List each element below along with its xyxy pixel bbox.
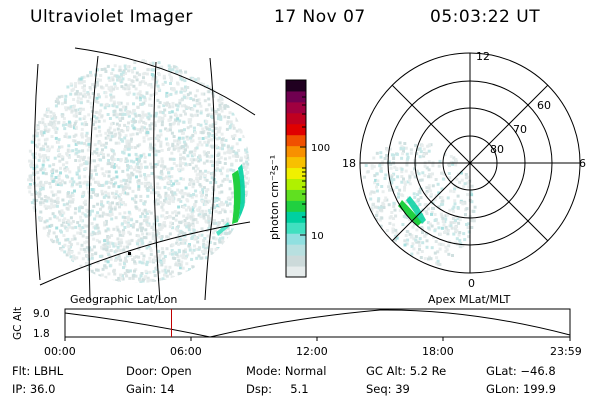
colorbar-cell [286,200,306,212]
ip-value: IP: 36.0 [12,382,56,396]
gain-value: Gain: 14 [126,382,175,396]
glon-value: GLon: 199.9 [486,382,556,396]
colorbar-cell [286,167,306,179]
colorbar-cell [286,233,306,245]
observation-date: 17 Nov 07 [274,7,366,27]
altitude-x-ticks [64,337,571,341]
xtick-0600: 06:00 [170,345,202,358]
door-status: Door: Open [126,364,192,378]
colorbar-cell [286,90,306,103]
altitude-ylabel: GC Alt [12,307,24,340]
xtick-2359: 23:59 [550,345,582,358]
polar-grid [359,52,581,274]
polar-auroral-spot [398,200,422,226]
colorbar-cell [286,145,306,158]
observation-time: 05:03:22 UT [430,7,541,27]
colorbar-cell [286,112,306,125]
colorbar-tick-100: 100 [311,143,330,154]
xtick-1200: 12:00 [296,345,328,358]
colorbar-cell [286,80,306,92]
mlt-label-0: 0 [468,277,475,290]
altitude-curve [64,309,571,338]
mlt-label-12: 12 [476,50,490,63]
auroral-arc [232,170,241,224]
colorbar-cell [286,255,306,267]
mlat-label-70: 70 [513,123,527,136]
mlat-label-80: 80 [490,143,504,156]
instrument-title: Ultraviolet Imager [30,7,193,27]
colorbar-cell [286,134,306,147]
colorbar-cell [286,244,306,256]
colorbar-cell [286,222,306,234]
colorbar-tick-10: 10 [311,231,324,242]
colorbar-label: photon cm⁻²s⁻¹ [268,155,281,240]
mlat-label-60: 60 [537,99,551,112]
colorbar-cell [286,211,306,223]
geo-grid-lines [33,47,256,300]
geographic-image [27,47,256,300]
glat-value: GLat: −46.8 [486,364,556,378]
colorbar-cell [286,189,306,201]
gc-alt-value: GC Alt: 5.2 Re [366,364,447,378]
filter-value: Flt: LBHL [12,364,64,378]
dsp-value: Dsp: 5.1 [246,382,309,396]
colorbar-cell [286,123,306,136]
altitude-ytick-min: 1.8 [33,328,50,340]
colorbar-cell [286,156,306,169]
colorbar: 100 10 photon cm⁻²s⁻¹ [268,79,330,278]
altitude-plot-frame [64,308,571,338]
colorbar-ticks [300,96,306,236]
polar-plot: 12 18 6 0 60 70 80 [342,50,586,290]
colorbar-cell [286,266,306,278]
polar-speckle-field [363,141,477,266]
apex-map-label: Apex MLat/MLT [428,293,511,306]
xtick-0000: 00:00 [44,345,76,358]
station-marker [128,252,131,255]
mlt-label-18: 18 [342,157,356,170]
colorbar-cells [286,80,306,278]
seq-value: Seq: 39 [366,382,410,396]
mlt-label-6: 6 [579,157,586,170]
altitude-ytick-max: 9.0 [33,308,50,320]
xtick-1800: 18:00 [422,345,454,358]
colorbar-cell [286,101,306,114]
geo-map-label: Geographic Lat/Lon [70,293,178,306]
colorbar-frame [285,79,307,278]
altitude-plot: 9.0 1.8 GC Alt [12,307,571,341]
colorbar-cell [286,178,306,190]
mode-value: Mode: Normal [246,364,327,378]
